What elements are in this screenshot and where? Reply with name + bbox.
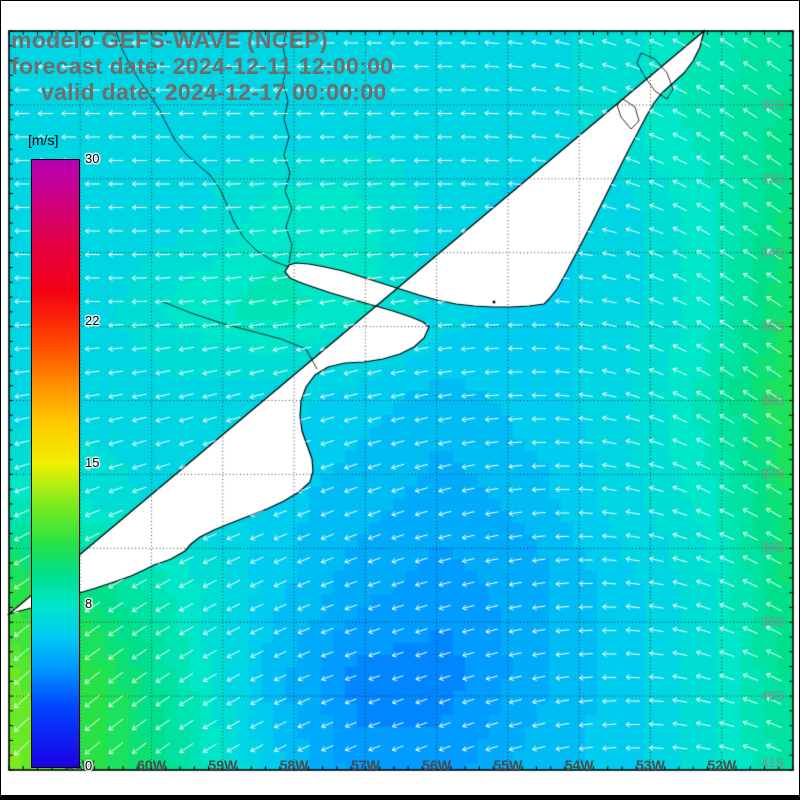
colorbar-unit-label: [m/s] xyxy=(28,132,59,148)
colorbar-tick-15: 15 xyxy=(85,454,100,470)
model-title: modelo GEFS-WAVE (NCEP) xyxy=(11,27,328,53)
valid-date-line: valid date: 2024-12-17 00:00:00 xyxy=(41,79,387,105)
colorbar-tick-8: 8 xyxy=(85,596,93,612)
colorbar-tick-22: 22 xyxy=(85,312,100,328)
forecast-date-line: forecast date: 2024-12-11 12:00:00 xyxy=(11,53,394,79)
colorbar-tick-30: 30 xyxy=(85,151,100,166)
bottom-border-bar xyxy=(1,795,799,799)
colorbar-tick-0: 0 xyxy=(85,758,93,773)
colorbar xyxy=(31,159,80,768)
title-block: modelo GEFS-WAVE (NCEP) forecast date: 2… xyxy=(11,27,393,105)
